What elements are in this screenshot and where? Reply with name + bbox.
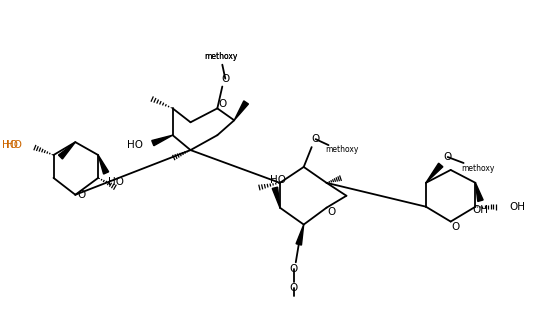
Text: O: O <box>218 99 226 109</box>
Polygon shape <box>152 135 173 146</box>
Text: OH: OH <box>509 202 525 212</box>
Text: O: O <box>444 152 452 162</box>
Text: O: O <box>289 283 298 293</box>
Text: HO: HO <box>108 177 124 187</box>
Text: methoxy: methoxy <box>325 145 358 154</box>
Polygon shape <box>475 183 483 202</box>
Text: O: O <box>289 264 298 274</box>
Text: HO: HO <box>270 175 286 185</box>
Text: O: O <box>451 222 460 232</box>
Text: OH: OH <box>473 205 488 215</box>
Polygon shape <box>58 142 75 159</box>
Text: methoxy: methoxy <box>204 52 238 61</box>
Polygon shape <box>98 155 108 174</box>
Text: O: O <box>77 190 86 200</box>
Text: methoxy: methoxy <box>461 165 494 174</box>
Polygon shape <box>272 187 280 208</box>
Text: O: O <box>221 74 229 84</box>
Text: HO: HO <box>6 140 22 150</box>
Text: O: O <box>312 134 320 144</box>
Polygon shape <box>234 101 249 120</box>
Text: HO: HO <box>2 140 18 150</box>
Polygon shape <box>296 224 304 245</box>
Polygon shape <box>426 163 443 183</box>
Text: methoxy: methoxy <box>204 52 238 61</box>
Text: O: O <box>328 207 336 217</box>
Text: HO: HO <box>127 140 143 150</box>
